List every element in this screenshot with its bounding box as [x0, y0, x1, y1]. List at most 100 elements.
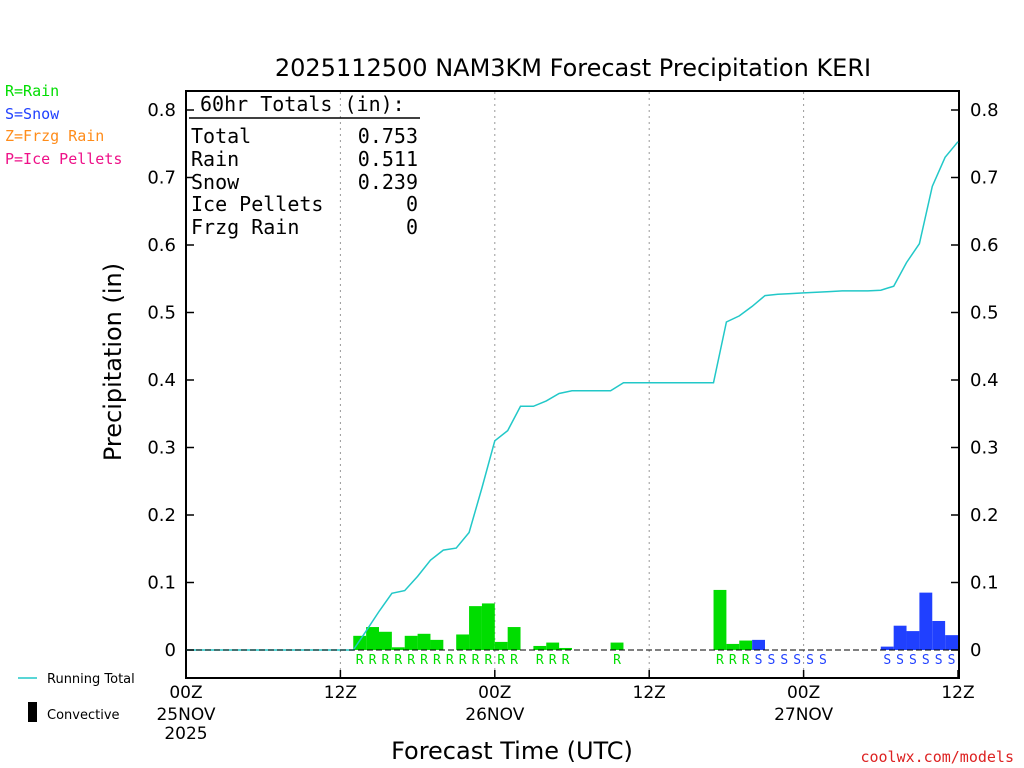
plot-frame	[185, 90, 960, 679]
totals-value-ice-pellets: 0	[406, 192, 418, 216]
y-tick-label-left: 0.7	[147, 168, 176, 189]
totals-label-total: Total	[191, 124, 251, 148]
type-letter-rain: R	[407, 653, 415, 668]
type-letter-snow: S	[768, 653, 776, 668]
bar-rain	[481, 603, 495, 650]
bar-rain	[430, 639, 444, 650]
y-tick-label-right: 0.3	[970, 438, 999, 459]
y-tick-label-right: 0.4	[970, 370, 999, 391]
type-letter-snow: S	[909, 653, 917, 668]
type-letter-snow: S	[935, 653, 943, 668]
y-tick-label-left: 0.5	[147, 303, 176, 324]
bar-snow	[945, 635, 958, 650]
y-tick-label-right: 0.7	[970, 168, 999, 189]
y-tick-label-right: 0.6	[970, 235, 999, 256]
y-axis-right: 0 0.1 0.2 0.3 0.4 0.5 0.6 0.7 0.8	[951, 100, 999, 661]
bar-rain	[713, 589, 727, 650]
bar-rain	[610, 642, 624, 650]
bar-rain	[559, 647, 572, 650]
y-tick-label-right: 0.2	[970, 505, 999, 526]
bar-rain	[507, 627, 521, 650]
type-letter-snow: S	[806, 653, 814, 668]
type-letter-snow: S	[780, 653, 788, 668]
type-letter-rain: R	[510, 653, 518, 668]
x-tick-label: 12Z	[633, 683, 666, 703]
type-letter-rain: R	[549, 653, 557, 668]
y-tick-label-left: 0.1	[147, 573, 176, 594]
type-letter-snow: S	[883, 653, 891, 668]
x-tick-sublabel: 26NOV	[465, 705, 524, 725]
type-letter-snow: S	[819, 653, 827, 668]
y-tick-label-right: 0.5	[970, 303, 999, 324]
type-letter-rain: R	[394, 653, 402, 668]
running-total-line	[186, 141, 959, 651]
totals-header: 60hr Totals (in):	[200, 92, 405, 116]
totals-label-rain: Rain	[191, 147, 239, 171]
bar-snow	[919, 592, 933, 650]
y-tick-label-right: 0.8	[970, 100, 999, 121]
bar-snow	[906, 631, 920, 650]
x-tick-label: 12Z	[324, 683, 357, 703]
totals-value-snow: 0.239	[358, 170, 418, 194]
bar-rain	[366, 627, 379, 650]
x-tick-label: 00Z	[787, 683, 820, 703]
type-letter-rain: R	[420, 653, 428, 668]
x-axis-title: Forecast Time (UTC)	[391, 737, 633, 765]
type-letter-rain: R	[484, 653, 492, 668]
y-tick-label-left: 0.2	[147, 505, 176, 526]
bar-snow	[752, 639, 765, 650]
legend-running-total-label: Running Total	[47, 672, 135, 687]
x-tick-sublabel: 2025	[164, 724, 207, 744]
type-letter-snow: S	[793, 653, 801, 668]
bar-rain	[494, 641, 508, 650]
type-letter-snow: S	[948, 653, 956, 668]
legend-convective-swatch	[28, 702, 37, 722]
totals-box: 60hr Totals (in): Total 0.753 Rain 0.511…	[189, 92, 420, 239]
x-tick-sublabel: 25NOV	[156, 705, 215, 725]
type-letter-snow: S	[922, 653, 930, 668]
x-tick-label: 00Z	[169, 683, 202, 703]
type-letter-rain: R	[613, 653, 621, 668]
chart-legend: Running Total Convective	[18, 672, 135, 723]
type-letter-rain: R	[536, 653, 544, 668]
precip-type-key: R=Rain S=Snow Z=Frzg Rain P=Ice Pellets	[5, 82, 122, 168]
bar-snow	[880, 646, 894, 650]
totals-label-snow: Snow	[191, 170, 240, 194]
type-letter-snow: S	[755, 653, 763, 668]
bar-rain	[417, 633, 431, 650]
type-letter-rain: R	[356, 653, 364, 668]
precip-bars	[353, 589, 958, 650]
bar-rain	[533, 645, 547, 650]
bar-rain	[379, 631, 392, 650]
totals-value-rain: 0.511	[358, 147, 418, 171]
y-tick-label-right: 0	[970, 640, 981, 661]
totals-value-frzg-rain: 0	[406, 215, 418, 239]
type-letter-rain: R	[446, 653, 454, 668]
type-letter-rain: R	[742, 653, 750, 668]
key-rain: R=Rain	[5, 82, 59, 100]
totals-label-frzg-rain: Frzg Rain	[191, 215, 299, 239]
y-axis-title: Precipitation (in)	[99, 263, 127, 461]
x-tick-label: 12Z	[941, 683, 974, 703]
key-ice-pellets: P=Ice Pellets	[5, 150, 122, 168]
y-tick-label-left: 0.6	[147, 235, 176, 256]
totals-label-ice-pellets: Ice Pellets	[191, 192, 323, 216]
y-tick-label-left: 0.3	[147, 438, 176, 459]
bar-rain	[469, 606, 482, 650]
y-axis-left: 0 0.1 0.2 0.3 0.4 0.5 0.6 0.7 0.8	[147, 100, 194, 661]
type-letter-rain: R	[716, 653, 724, 668]
x-tick-sublabel: 27NOV	[774, 705, 833, 725]
type-letter-rain: R	[562, 653, 570, 668]
type-letter-rain: R	[497, 653, 505, 668]
chart-title: 2025112500 NAM3KM Forecast Precipitation…	[275, 54, 871, 82]
legend-convective-label: Convective	[47, 708, 120, 723]
bar-rain	[404, 635, 418, 650]
type-letter-snow: S	[896, 653, 904, 668]
bar-rain	[726, 643, 740, 650]
bar-snow	[893, 625, 907, 650]
watermark: coolwx.com/models	[860, 748, 1014, 766]
type-letter-rain: R	[433, 653, 441, 668]
